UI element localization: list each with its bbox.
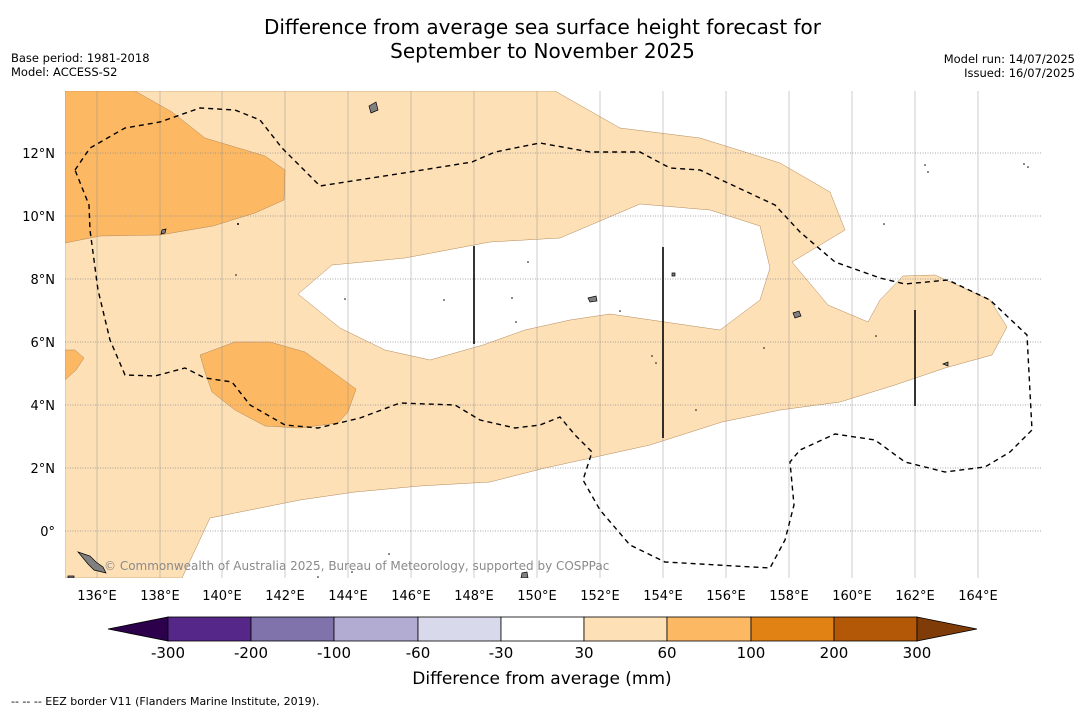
- lon-label: 136°E: [77, 589, 117, 604]
- colorbar-bin: [167, 616, 252, 642]
- eez-segments: [473, 246, 916, 438]
- colorbar-tick-label: -300: [151, 644, 185, 662]
- colorbar-bin: [833, 616, 918, 642]
- lon-label: 160°E: [832, 589, 872, 604]
- lon-label: 156°E: [706, 589, 746, 604]
- colorbar-tick-labels: -300 -200 -100 -60 -30 30 60 100 200 300: [151, 644, 931, 662]
- lon-label: 148°E: [454, 589, 494, 604]
- lat-label: 12°N: [22, 147, 55, 162]
- chart-title-line1: Difference from average sea surface heig…: [263, 15, 822, 39]
- meta-left: Base period: 1981-2018 Model: ACCESS-S2: [11, 51, 150, 79]
- map-plot-area: © Commonwealth of Australia 2025, Bureau…: [65, 91, 1042, 578]
- colorbar-bin: [583, 616, 668, 642]
- lon-label: 142°E: [265, 589, 305, 604]
- colorbar: -300 -200 -100 -60 -30 30 60 100 200 300…: [107, 616, 978, 689]
- colorbar-bin: [333, 616, 419, 642]
- colorbar-tick-label: 300: [903, 644, 932, 662]
- longitude-gridlines: [96, 91, 979, 578]
- colorbar-tick-label: -30: [489, 644, 514, 662]
- issued-text: Issued: 16/07/2025: [964, 66, 1075, 80]
- lon-label: 154°E: [643, 589, 683, 604]
- islets: [235, 163, 1029, 578]
- lon-label: 146°E: [391, 589, 431, 604]
- chart-title-line2: September to November 2025: [390, 39, 695, 63]
- colorbar-tick-label: 200: [820, 644, 849, 662]
- base-period-text: Base period: 1981-2018: [11, 51, 150, 65]
- longitude-labels: 136°E 138°E 140°E 142°E 144°E 146°E 148°…: [77, 589, 998, 604]
- lat-label: 6°N: [31, 336, 56, 351]
- colorbar-tick-label: 30: [574, 644, 593, 662]
- lat-label: 10°N: [22, 210, 55, 225]
- model-run-text: Model run: 14/07/2025: [943, 52, 1075, 66]
- lon-label: 140°E: [202, 589, 242, 604]
- latitude-gridlines: [65, 152, 1042, 532]
- colorbar-over-arrow: [916, 616, 978, 642]
- colorbar-tick-label: -200: [234, 644, 268, 662]
- colorbar-bin: [250, 616, 335, 642]
- colorbar-tick-label: 60: [657, 644, 676, 662]
- lon-label: 150°E: [517, 589, 557, 604]
- colorbar-tick-label: 100: [737, 644, 766, 662]
- islands: [67, 101, 949, 578]
- lon-label: 162°E: [895, 589, 935, 604]
- colorbar-bin: [750, 616, 835, 642]
- colorbar-bin: [500, 616, 585, 642]
- colorbar-under-arrow: [107, 616, 169, 642]
- lat-label: 2°N: [31, 462, 56, 477]
- anomaly-region-60-100-central: [199, 341, 357, 429]
- latitude-labels: 12°N 10°N 8°N 6°N 4°N 2°N 0°: [22, 147, 55, 540]
- eez-footnote: -- -- -- EEZ border V11 (Flanders Marine…: [11, 695, 320, 708]
- anomaly-region-60-100-northwest: [65, 91, 286, 244]
- model-text: Model: ACCESS-S2: [11, 65, 118, 79]
- lon-label: 152°E: [580, 589, 620, 604]
- lon-label: 138°E: [140, 589, 180, 604]
- eez-borders: [74, 107, 1033, 569]
- lon-label: 158°E: [769, 589, 809, 604]
- colorbar-bin: [666, 616, 752, 642]
- meta-right: Model run: 14/07/2025 Issued: 16/07/2025: [944, 52, 1075, 80]
- lon-label: 144°E: [328, 589, 368, 604]
- copyright-text: © Commonwealth of Australia 2025, Bureau…: [104, 559, 609, 573]
- colorbar-tick-label: -100: [317, 644, 351, 662]
- colorbar-tick-label: -60: [406, 644, 431, 662]
- lat-label: 0°: [40, 525, 55, 540]
- lon-label: 164°E: [958, 589, 998, 604]
- anomaly-region-30-60: [65, 91, 1008, 578]
- lat-label: 8°N: [31, 273, 56, 288]
- anomaly-region-60-100-west-edge: [65, 349, 85, 381]
- colorbar-bin: [417, 616, 502, 642]
- lat-label: 4°N: [31, 399, 56, 414]
- colorbar-title: Difference from average (mm): [412, 669, 671, 689]
